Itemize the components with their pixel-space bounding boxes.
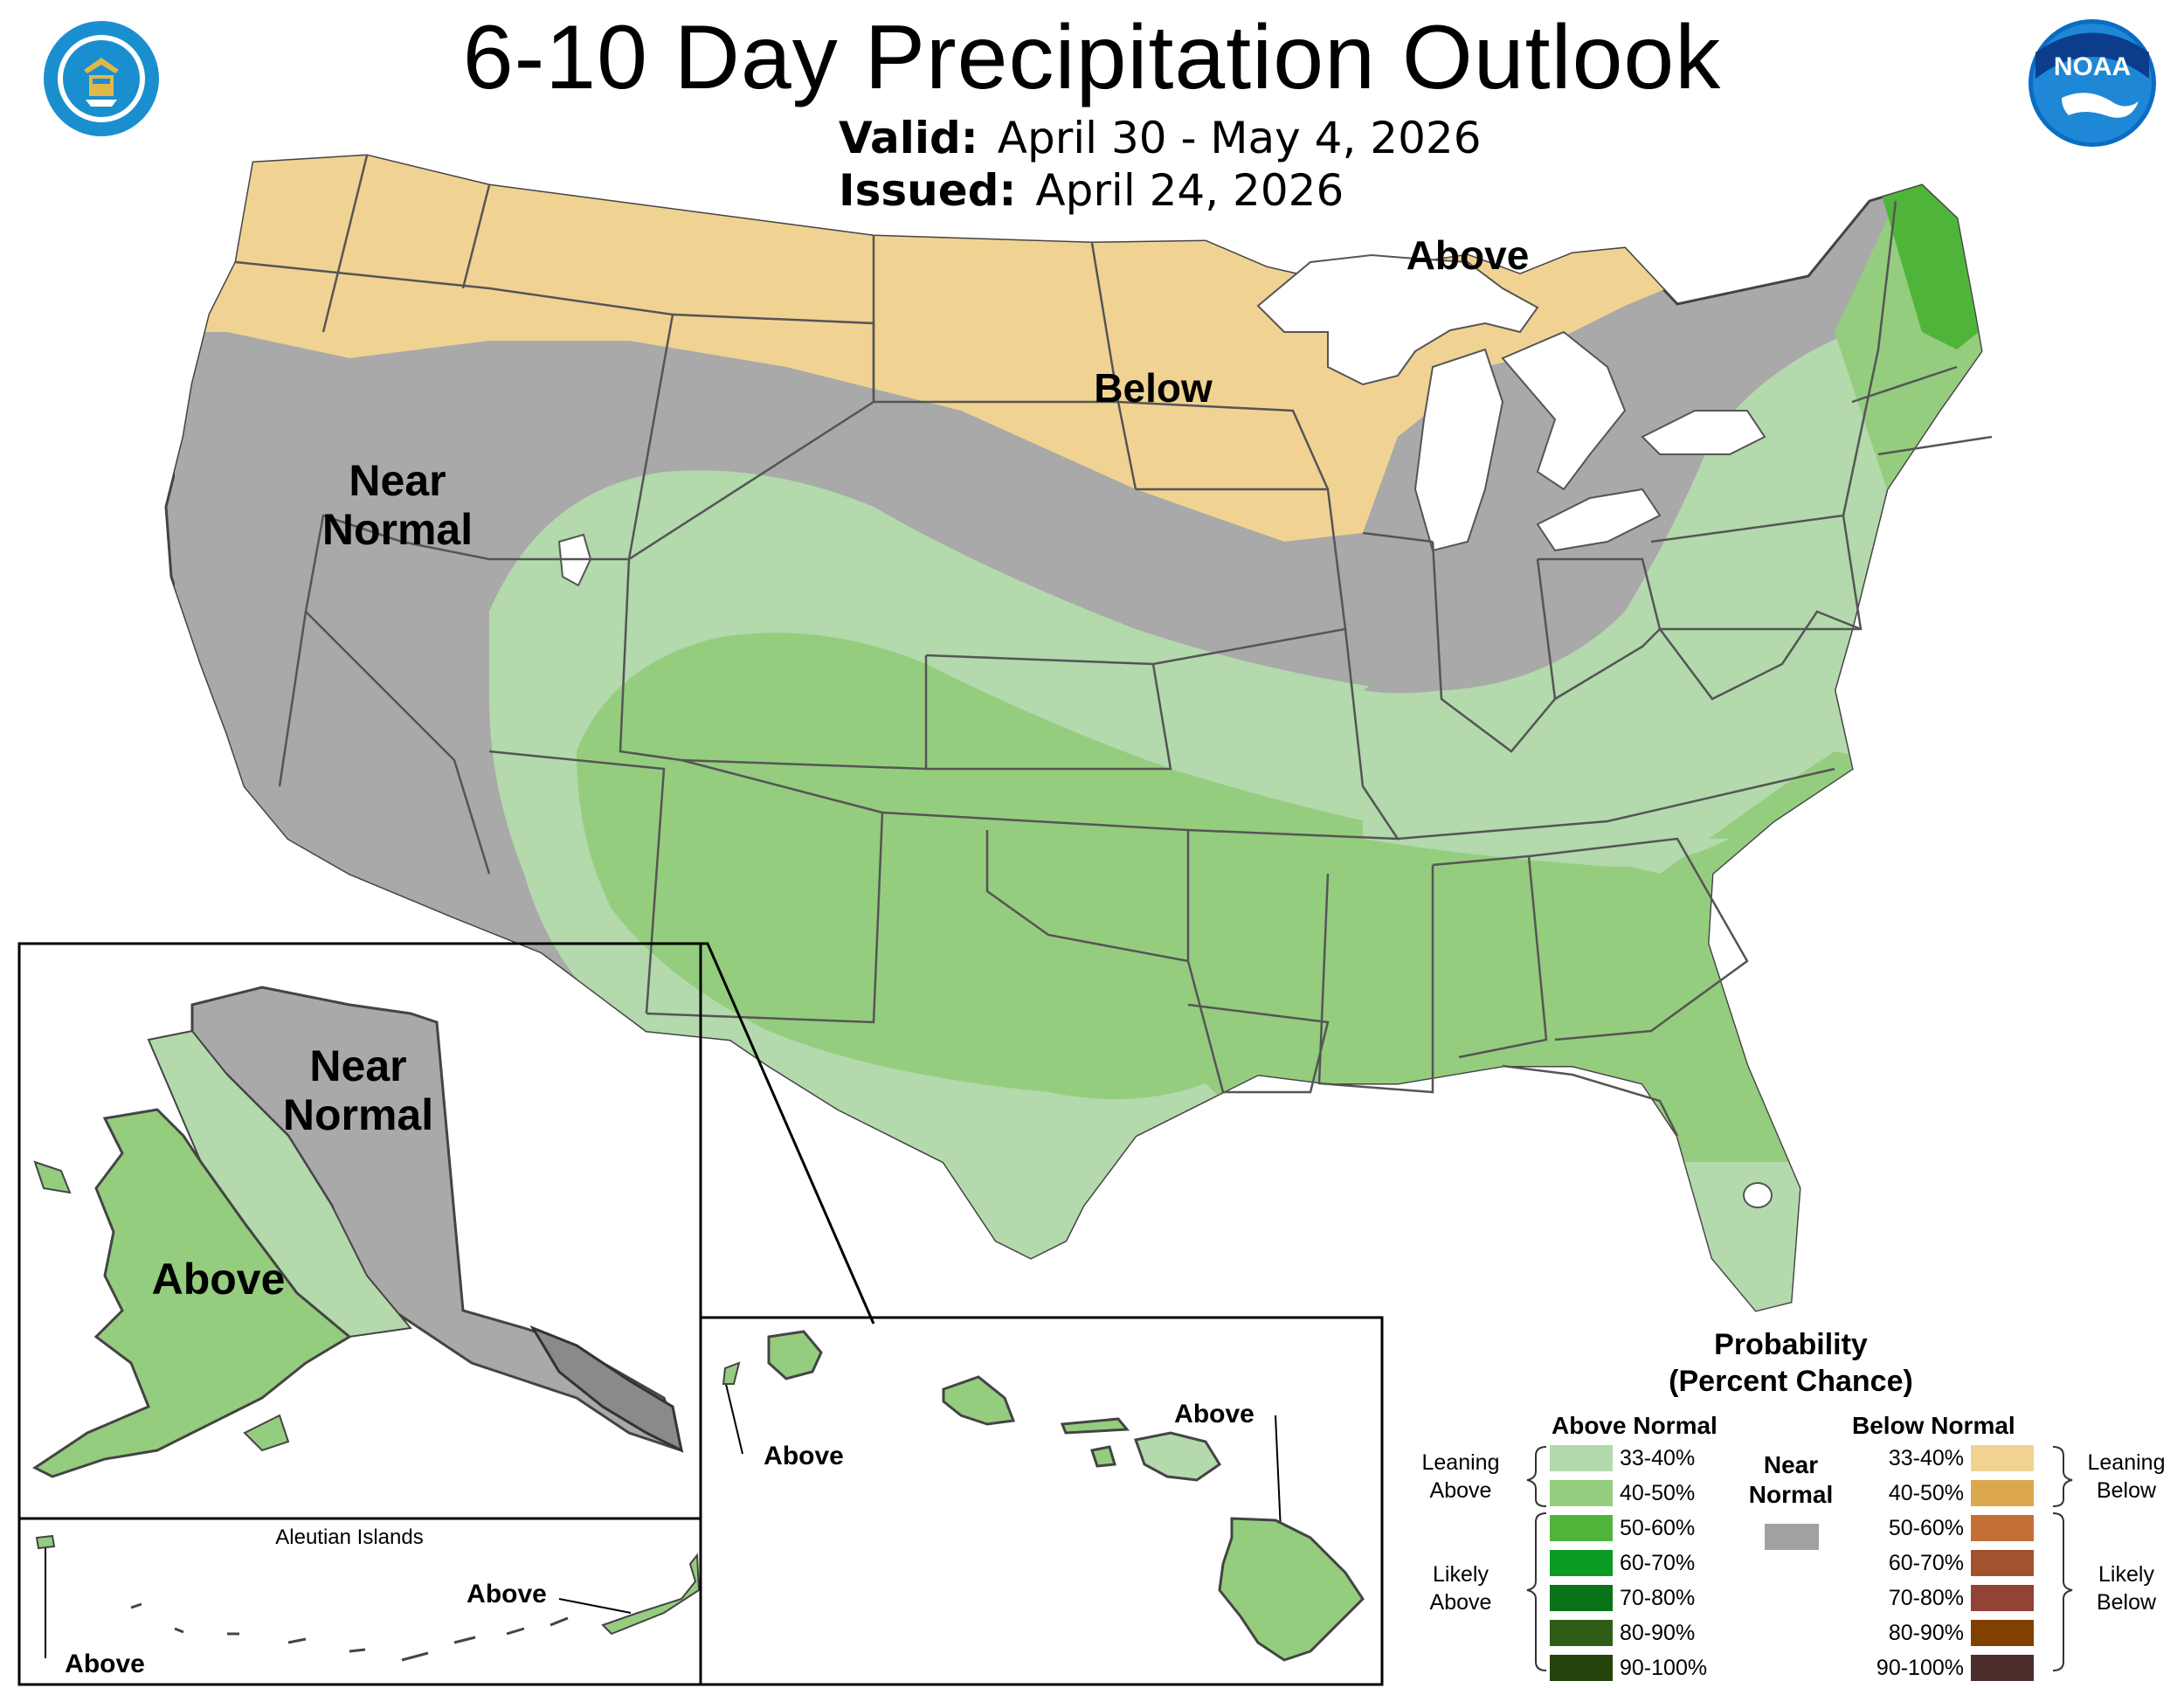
legend-swatch [1550, 1550, 1613, 1576]
legend-range-label: 60-70% [1888, 1550, 1964, 1575]
legend-range-label: 33-40% [1888, 1445, 1964, 1470]
valid-value: April 30 - May 4, 2026 [997, 113, 1482, 163]
legend-swatch [1971, 1480, 2034, 1506]
legend-above-row: 33-40% [1550, 1443, 1695, 1473]
great-lakes [1256, 253, 1539, 386]
hawaii-inset [699, 1316, 1384, 1686]
hawaii-above-east-label: Above [1174, 1400, 1254, 1429]
legend-below-row: 90-100% [1868, 1653, 2034, 1683]
leaning-below-line1: Leaning [2087, 1450, 2166, 1475]
alaska-inset [17, 942, 875, 1520]
conus-near-label-line1: Near [349, 456, 446, 505]
legend-swatch [1550, 1620, 1613, 1646]
noaa-logo-text: NOAA [2054, 52, 2131, 81]
issued-date-line: Issued: April 24, 2026 [839, 164, 1344, 217]
kauai-island [767, 1330, 823, 1380]
legend-above-row: 80-90% [1550, 1618, 1695, 1648]
legend-below-row: 70-80% [1868, 1583, 2034, 1613]
legend-swatch [1550, 1655, 1613, 1681]
alaska-above-label: Above [151, 1255, 286, 1304]
legend-likely-below-label: Likely Below [2074, 1560, 2179, 1616]
legend-swatch [1971, 1515, 2034, 1541]
hawaii-above-west-label: Above [764, 1442, 844, 1470]
state-borders [235, 155, 1993, 1137]
legend-below-header: Below Normal [1852, 1412, 2015, 1439]
likely-below-line2: Below [2096, 1590, 2157, 1615]
legend-above-row: 90-100% [1550, 1653, 1707, 1683]
legend-title-line1: Probability [1714, 1328, 1868, 1361]
valid-date-line: Valid: April 30 - May 4, 2026 [839, 112, 1482, 164]
legend-swatch [1550, 1585, 1613, 1611]
legend-swatch [1971, 1585, 2034, 1611]
legend-swatch [1971, 1445, 2034, 1471]
leaning-above-line1: Leaning [1421, 1450, 1500, 1475]
conus-above-label: Above [1406, 232, 1530, 278]
legend-range-label: 70-80% [1888, 1585, 1964, 1610]
legend-below-row: 50-60% [1868, 1513, 2034, 1543]
leaning-above-line2: Above [1429, 1478, 1492, 1503]
issued-value: April 24, 2026 [1035, 165, 1344, 216]
alaska-near-label-line1: Near [309, 1041, 407, 1090]
alaska-near-label-line2: Normal [282, 1090, 434, 1139]
aleutian-above-west-label: Above [65, 1650, 145, 1678]
legend-near-line2: Normal [1748, 1481, 1834, 1508]
legend-above-header: Above Normal [1552, 1412, 1717, 1439]
legend-likely-above-label: Likely Above [1408, 1560, 1513, 1616]
alaska-above-40-50-region [32, 1108, 352, 1478]
aleutian-above-east-label: Above [467, 1580, 547, 1608]
noaa-logo-icon: NOAA [2028, 19, 2156, 147]
legend-swatch [1550, 1445, 1613, 1471]
legend-leaning-above-label: Leaning Above [1408, 1449, 1513, 1505]
legend-below-brackets [2052, 1446, 2073, 1671]
legend-near-normal-label: Near Normal [1738, 1450, 1843, 1510]
legend-swatch [1971, 1550, 2034, 1576]
legend-swatch [1550, 1515, 1613, 1541]
legend-swatch [1550, 1480, 1613, 1506]
legend-near-normal-swatch [1765, 1524, 1819, 1550]
likely-above-line2: Above [1429, 1590, 1492, 1615]
legend-range-label: 40-50% [1620, 1480, 1696, 1505]
big-island [1218, 1517, 1365, 1662]
legend-range-label: 90-100% [1876, 1655, 1964, 1680]
legend-range-label: 80-90% [1888, 1620, 1964, 1645]
legend-range-label: 33-40% [1620, 1445, 1696, 1470]
likely-below-line1: Likely [2098, 1562, 2154, 1587]
conus-below-label: Below [1094, 365, 1213, 411]
oahu-island [942, 1375, 1016, 1426]
conus-near-label-line2: Normal [321, 505, 473, 554]
valid-label: Valid: [839, 113, 978, 163]
legend-swatch [1971, 1620, 2034, 1646]
alaska-near-normal-label: Near Normal [266, 1041, 450, 1139]
legend-leaning-below-label: Leaning Below [2074, 1449, 2179, 1505]
commerce-seal-icon [44, 21, 159, 136]
legend-range-label: 80-90% [1620, 1620, 1696, 1645]
leaning-below-line2: Below [2096, 1478, 2157, 1503]
legend-above-row: 50-60% [1550, 1513, 1695, 1543]
legend-above-row: 70-80% [1550, 1583, 1695, 1613]
conus-near-normal-label: Near Normal [306, 456, 489, 554]
aleutian-title: Aleutian Islands [275, 1525, 424, 1549]
likely-above-line1: Likely [1433, 1562, 1489, 1587]
legend-below-row: 40-50% [1868, 1478, 2034, 1508]
legend-range-label: 50-60% [1620, 1515, 1696, 1540]
legend-swatch [1971, 1655, 2034, 1681]
legend-range-label: 40-50% [1888, 1480, 1964, 1505]
maui-island [1134, 1431, 1222, 1482]
legend-range-label: 50-60% [1888, 1515, 1964, 1540]
legend-range-label: 60-70% [1620, 1550, 1696, 1575]
legend-above-row: 40-50% [1550, 1478, 1695, 1508]
map-title: 6-10 Day Precipitation Outlook [462, 7, 1722, 108]
legend-below-row: 33-40% [1868, 1443, 2034, 1473]
legend-above-row: 60-70% [1550, 1548, 1695, 1578]
issued-label: Issued: [839, 165, 1017, 216]
legend-above-brackets [1526, 1446, 1547, 1671]
legend-range-label: 70-80% [1620, 1585, 1696, 1610]
legend-title: Probability (Percent Chance) [1642, 1326, 1939, 1400]
legend-below-row: 60-70% [1868, 1548, 2034, 1578]
legend-below-row: 80-90% [1868, 1618, 2034, 1648]
legend-title-line2: (Percent Chance) [1669, 1365, 1913, 1398]
legend-range-label: 90-100% [1620, 1655, 1708, 1680]
legend-near-line1: Near [1763, 1451, 1819, 1478]
